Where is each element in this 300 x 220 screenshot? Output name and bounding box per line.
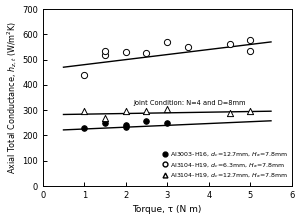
- Point: [82, 109, 87, 112]
- Legend: Al3003-H16, $d_c$=12.7mm, $H_a$=7.8mm, Al3104-H19, $d_c$=6.3mm, $H_a$=7.8mm, Al3: Al3003-H16, $d_c$=12.7mm, $H_a$=7.8mm, A…: [162, 149, 289, 181]
- Point: [103, 53, 107, 57]
- Point: [144, 119, 149, 123]
- Point: [165, 107, 170, 111]
- Point: [103, 49, 107, 53]
- Point: [227, 112, 232, 115]
- Y-axis label: Axial Total Conductance, $h_{z,t}$ (W/m$^2$K): Axial Total Conductance, $h_{z,t}$ (W/m$…: [6, 21, 19, 174]
- Point: [123, 110, 128, 113]
- Point: [248, 38, 253, 42]
- Point: [144, 51, 149, 55]
- Point: [165, 122, 170, 125]
- Point: [103, 116, 107, 119]
- Point: [123, 125, 128, 128]
- Point: [186, 46, 190, 49]
- Point: [165, 40, 170, 44]
- Point: [82, 73, 87, 77]
- Point: [248, 49, 253, 53]
- Point: [227, 43, 232, 46]
- Point: [123, 123, 128, 126]
- Point: [248, 109, 253, 112]
- Point: [82, 127, 87, 130]
- X-axis label: Torque, τ (N m): Torque, τ (N m): [133, 205, 202, 214]
- Point: [103, 122, 107, 125]
- Point: [144, 109, 149, 112]
- Point: [123, 50, 128, 54]
- Text: Joint Condition: N=4 and D=8mm: Joint Condition: N=4 and D=8mm: [134, 100, 246, 106]
